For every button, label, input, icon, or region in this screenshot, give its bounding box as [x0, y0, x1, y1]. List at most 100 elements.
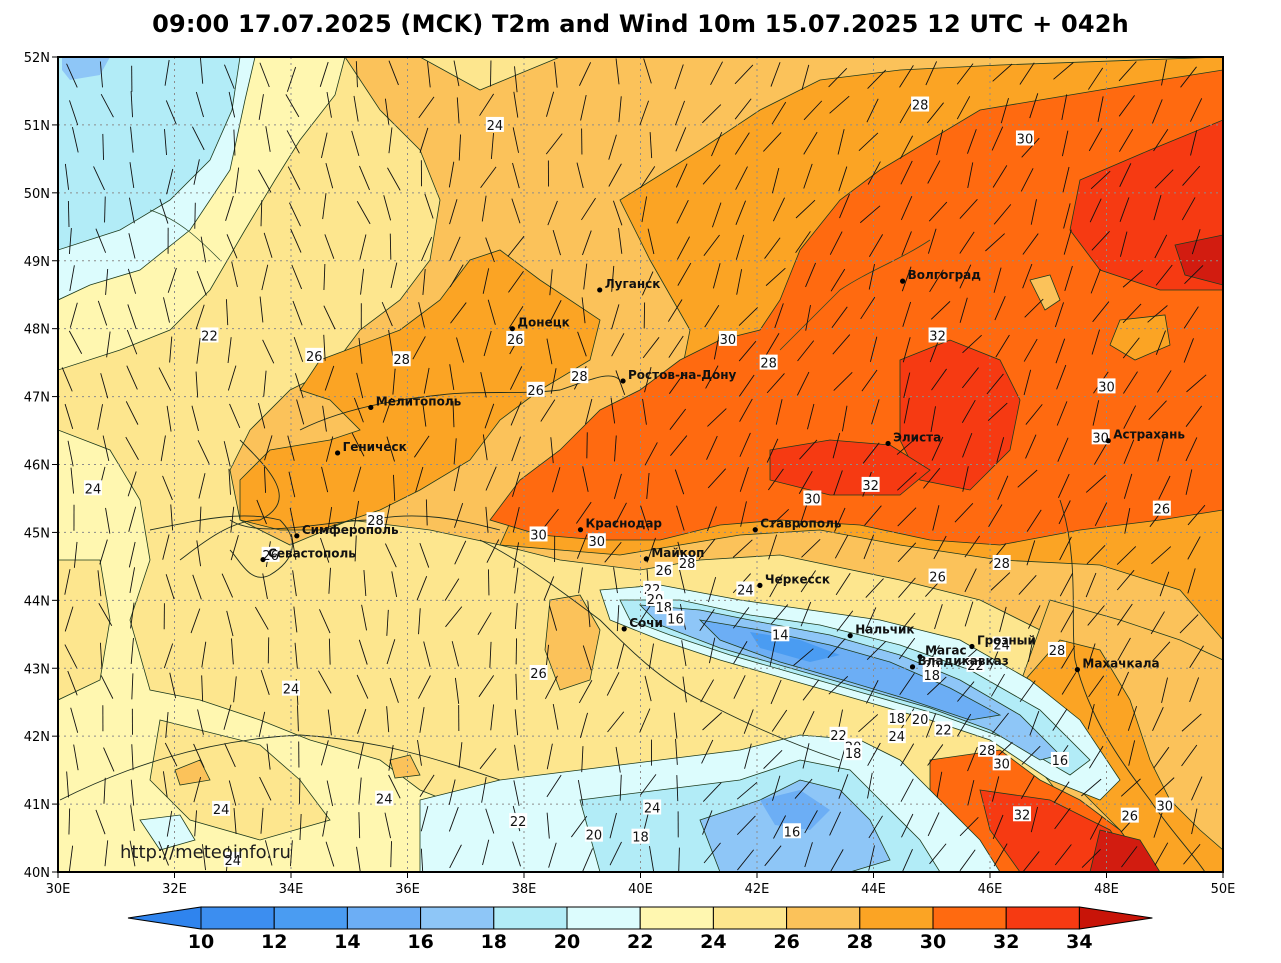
wind-barb [351, 130, 360, 156]
wind-barb [453, 465, 460, 492]
contour-label-text: 28 [760, 357, 777, 372]
wind-barb [384, 503, 391, 530]
wind-barb [1155, 264, 1173, 286]
wind-barb [230, 506, 235, 533]
wind-barb [773, 815, 787, 839]
wind-barb [1187, 536, 1201, 560]
wind-barb [802, 743, 810, 769]
wind-barb [1190, 130, 1198, 156]
wind-barb [1191, 808, 1198, 835]
wind-barb [264, 840, 273, 866]
wind-barb [416, 576, 428, 601]
wind-barb [73, 744, 79, 771]
wind-barb [73, 541, 78, 568]
wind-barb [766, 438, 779, 463]
wind-barb [456, 337, 465, 363]
wind-barb [513, 780, 520, 806]
wind-barb [226, 234, 238, 259]
wind-barb [829, 849, 844, 872]
contour-label: 30 [587, 533, 606, 550]
wind-barb [1022, 263, 1033, 289]
wind-barb [97, 404, 103, 430]
wind-barb [412, 336, 426, 360]
wind-barb [1117, 637, 1131, 661]
wind-barb [735, 166, 748, 190]
city: Нальчик [847, 623, 915, 639]
wind-barb [999, 606, 1007, 633]
colorbar-cell [493, 906, 568, 930]
wind-barb [613, 473, 622, 500]
contour-label-bg [509, 813, 528, 829]
wind-barb [1025, 434, 1037, 459]
wind-barb [544, 675, 558, 700]
colorbar-label: 20 [554, 931, 580, 953]
wind-barb [540, 399, 556, 422]
wind-barb [265, 126, 271, 152]
wind-barb [287, 435, 295, 461]
wind-barb [512, 162, 520, 189]
wind-barb [548, 300, 562, 324]
wind-barb [1054, 302, 1064, 328]
city-label: Ростов-на-Дону [628, 368, 737, 382]
wind-barb [388, 774, 401, 799]
lat-tick-label: 43N [24, 662, 50, 677]
city-dot [335, 450, 341, 456]
colorbar-label: 26 [773, 931, 799, 953]
contour-label: 28 [911, 96, 930, 114]
city-label: Геническ [343, 440, 407, 454]
wind-barb [386, 609, 389, 636]
wind-barb [674, 64, 684, 90]
wind-barb [166, 168, 174, 195]
contour-label: 24 [375, 790, 394, 808]
wind-barb [1122, 303, 1142, 324]
wind-barb [858, 714, 879, 733]
wind-barb [226, 610, 234, 637]
wind-barb [676, 199, 689, 224]
wind-barb [705, 365, 719, 389]
wind-barb [615, 58, 620, 85]
wind-barb [772, 197, 785, 222]
wind-barb [508, 270, 524, 293]
lat-tick-label: 44N [24, 594, 50, 609]
wind-barb [616, 643, 625, 669]
contour-label-bg [643, 799, 662, 815]
contour-label-bg [1155, 797, 1174, 813]
wind-barb [1161, 677, 1168, 703]
wind-barb [449, 844, 462, 869]
contour-label-text: 20 [912, 713, 929, 728]
wind-barb [201, 844, 206, 871]
wind-barb [322, 193, 327, 220]
wind-barb [732, 539, 753, 558]
wind-barb [162, 475, 173, 501]
wind-barb [768, 534, 778, 560]
wind-barb [71, 127, 79, 153]
wind-barb [957, 713, 972, 737]
wind-barb [736, 815, 756, 835]
wind-barb [1063, 203, 1071, 229]
contour-label: 30 [1091, 429, 1110, 446]
wind-barb [1128, 740, 1136, 766]
wind-barb [738, 340, 757, 362]
wind-barb [995, 334, 1010, 358]
wind-barb [795, 199, 816, 219]
wind-barb [902, 337, 911, 363]
city: Севастополь [260, 547, 356, 563]
contour-label-bg [366, 512, 385, 528]
contour-label: 26 [305, 347, 324, 365]
city-dot [917, 654, 923, 660]
wind-barb [458, 742, 463, 769]
wind-barb [864, 607, 877, 632]
wind-barb [927, 812, 940, 837]
contour-label: 24 [282, 680, 300, 698]
wind-barb [1153, 129, 1169, 152]
wind-barb [682, 676, 687, 703]
wind-barb [1087, 605, 1105, 626]
wind-barb [449, 264, 464, 288]
wind-barb [964, 535, 981, 558]
wind-barb [260, 669, 270, 695]
wind-barb [130, 91, 133, 118]
contour-label-bg [992, 636, 1011, 652]
wind-barb [1183, 306, 1199, 329]
wind-barb [858, 132, 879, 151]
